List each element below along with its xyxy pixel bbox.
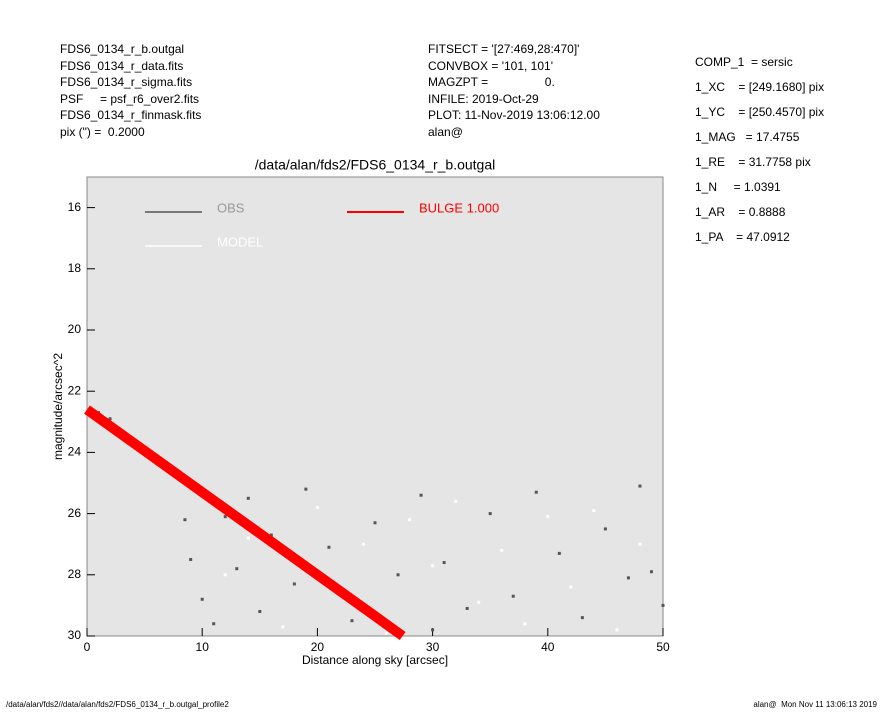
- header-line: INFILE: 2019-Oct-29: [428, 91, 539, 106]
- data-point: [431, 564, 435, 568]
- data-point: [200, 597, 204, 601]
- data-point: [223, 573, 227, 577]
- header-line: CONVBOX = '101, 101': [428, 58, 553, 73]
- data-point: [396, 573, 400, 577]
- y-tick-label: 18: [68, 261, 82, 275]
- header-left: FDS6_0134_r_b.outgal FDS6_0134_r_data.fit…: [60, 41, 201, 140]
- y-tick-label: 22: [68, 383, 82, 397]
- data-point: [523, 622, 527, 626]
- y-tick-label: 28: [68, 567, 82, 581]
- bulge-line: [84, 405, 406, 641]
- data-point: [431, 628, 435, 632]
- header-line: PLOT: 11-Nov-2019 13:06:12.00: [428, 108, 600, 122]
- data-point: [546, 515, 550, 519]
- y-axis-label: magnitude/arcsec^2: [51, 353, 65, 460]
- y-tick-label: 24: [68, 445, 82, 459]
- data-point: [327, 545, 331, 549]
- data-point: [212, 622, 216, 626]
- data-point: [638, 542, 642, 546]
- data-point: [477, 600, 481, 604]
- data-point: [511, 594, 515, 598]
- x-tick-label: 20: [311, 640, 325, 654]
- x-tick-label: 50: [656, 640, 670, 654]
- legend-label: BULGE 1.000: [419, 200, 499, 215]
- data-point: [638, 484, 642, 488]
- header-line: FITSECT = '[27:469,28:470]': [428, 42, 580, 56]
- param-line: 1_N = 1.0391: [695, 180, 781, 194]
- data-point: [281, 625, 285, 629]
- data-point: [102, 414, 106, 418]
- legend-label: MODEL: [217, 234, 263, 249]
- header-line: FDS6_0134_r_data.fits: [60, 58, 184, 73]
- data-point: [557, 551, 561, 555]
- param-line: 1_XC = [249.1680] pix: [695, 80, 825, 94]
- data-point: [615, 628, 619, 632]
- param-line: 1_PA = 47.0912: [695, 230, 790, 244]
- chart-title: /data/alan/fds2/FDS6_0134_r_b.outgal: [255, 157, 496, 173]
- data-point: [304, 487, 308, 491]
- data-point: [315, 505, 319, 509]
- x-tick-label: 40: [541, 640, 555, 654]
- data-point: [500, 548, 504, 552]
- data-point: [246, 496, 250, 500]
- data-point: [183, 518, 187, 522]
- param-line: 1_YC = [250.4570] pix: [695, 105, 825, 119]
- header-middle: FITSECT = '[27:469,28:470]' CONVBOX = '10…: [428, 41, 600, 140]
- data-point: [258, 610, 262, 614]
- data-point: [626, 576, 630, 580]
- data-point: [454, 499, 458, 503]
- data-point: [223, 515, 227, 519]
- data-point: [534, 490, 538, 494]
- data-point: [361, 542, 365, 546]
- data-point: [649, 570, 653, 574]
- param-line: COMP_1 = sersic: [695, 55, 793, 69]
- y-tick-label: 16: [68, 200, 82, 214]
- data-point: [488, 512, 492, 516]
- x-tick-label: 30: [426, 640, 440, 654]
- plot-area: [86, 176, 664, 637]
- y-tick-label: 20: [68, 322, 82, 336]
- data-point: [442, 561, 446, 565]
- header-line: pix (") = 0.2000: [60, 124, 145, 139]
- header-line: FDS6_0134_r_b.outgal: [60, 42, 185, 56]
- footer-left: /data/alan/fds2//data/alan/fds2/FDS6_013…: [6, 700, 229, 709]
- x-tick-label: 0: [84, 640, 91, 654]
- x-axis-label: Distance along sky [arcsec]: [302, 653, 448, 667]
- footer-right: alan@ Mon Nov 11 13:06:13 2019: [753, 700, 877, 709]
- header-line: alan@: [428, 124, 463, 139]
- y-tick-label: 26: [68, 506, 82, 520]
- data-point: [108, 417, 112, 421]
- header-line: FDS6_0134_r_sigma.fits: [60, 75, 193, 89]
- header-line: PSF = psf_r6_over2.fits: [60, 91, 200, 106]
- data-point: [269, 533, 273, 537]
- data-point: [246, 536, 250, 540]
- data-point: [189, 558, 193, 561]
- param-line: 1_RE = 31.7758 pix: [695, 155, 811, 169]
- x-tick-label: 10: [196, 640, 210, 654]
- data-point: [603, 527, 607, 531]
- data-point: [235, 567, 239, 571]
- data-point: [292, 582, 296, 586]
- data-point: [419, 493, 423, 497]
- header-right: COMP_1 = sersic 1_XC = [249.1680] pix 1_YC…: [695, 50, 824, 250]
- data-point: [350, 619, 354, 623]
- data-point: [661, 603, 665, 607]
- header-line: MAGZPT = 0.: [428, 75, 555, 89]
- y-tick-label: 30: [68, 628, 82, 642]
- data-point: [373, 521, 377, 525]
- data-point: [385, 631, 389, 635]
- data-point: [580, 616, 584, 620]
- param-line: 1_AR = 0.8888: [695, 205, 786, 219]
- header-line: FDS6_0134_r_finmask.fits: [60, 108, 202, 122]
- data-point: [592, 509, 596, 513]
- data-point: [569, 585, 573, 589]
- legend-label: OBS: [217, 200, 245, 215]
- param-line: 1_MAG = 17.4755: [695, 130, 800, 144]
- data-point: [465, 606, 469, 610]
- data-point: [408, 518, 412, 522]
